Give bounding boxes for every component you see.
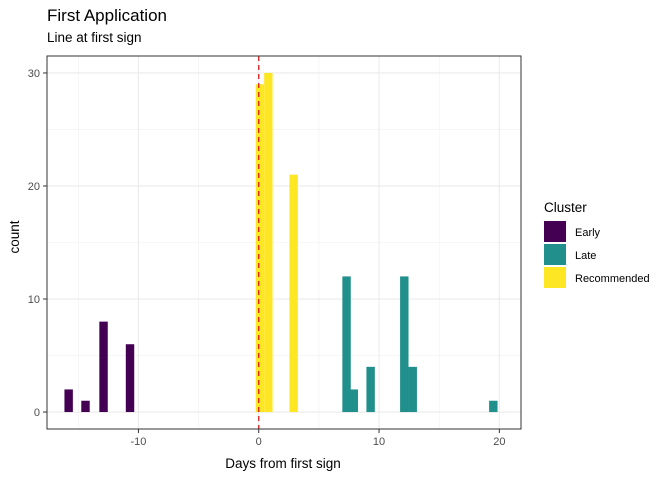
bar-late [366,366,375,413]
y-tick-label: 0 [34,407,40,419]
x-tick-label: 0 [256,436,262,448]
plot-border [46,55,522,430]
legend-swatch-recommended [544,267,566,288]
y-tick-label: 30 [28,68,40,80]
bar-early [81,400,90,413]
x-tick-label: 10 [373,436,385,448]
bars [64,72,498,413]
legend-swatch-late [544,244,566,265]
legend-label-early: Early [575,227,601,239]
x-axis-title: Days from first sign [225,456,341,471]
y-tick-label: 20 [28,181,40,193]
bar-early [99,321,108,413]
bar-late [489,400,498,413]
bar-recommended [255,84,265,413]
bar-early [64,389,73,413]
chart-title: First Application [47,6,167,25]
legend-label-late: Late [575,250,596,262]
chart-subtitle: Line at first sign [47,30,142,45]
y-axis-title: count [7,220,22,253]
bar-late [349,389,358,413]
bar-late [408,366,417,413]
bar-recommended [264,72,273,413]
x-tick-label: 20 [493,436,505,448]
bar-late [400,276,409,413]
x-tick-label: -10 [130,436,146,448]
bar-early [125,344,135,413]
legend-title: Cluster [544,200,587,215]
bar-recommended [289,174,298,413]
legend-swatch-early [544,221,566,242]
legend: Cluster Early Late Recommended [544,200,650,288]
bar-late [342,276,351,413]
legend-label-recommended: Recommended [575,273,650,285]
axis-ticks: -10 0 10 20 0 10 20 30 [28,68,506,448]
y-tick-label: 10 [28,294,40,306]
